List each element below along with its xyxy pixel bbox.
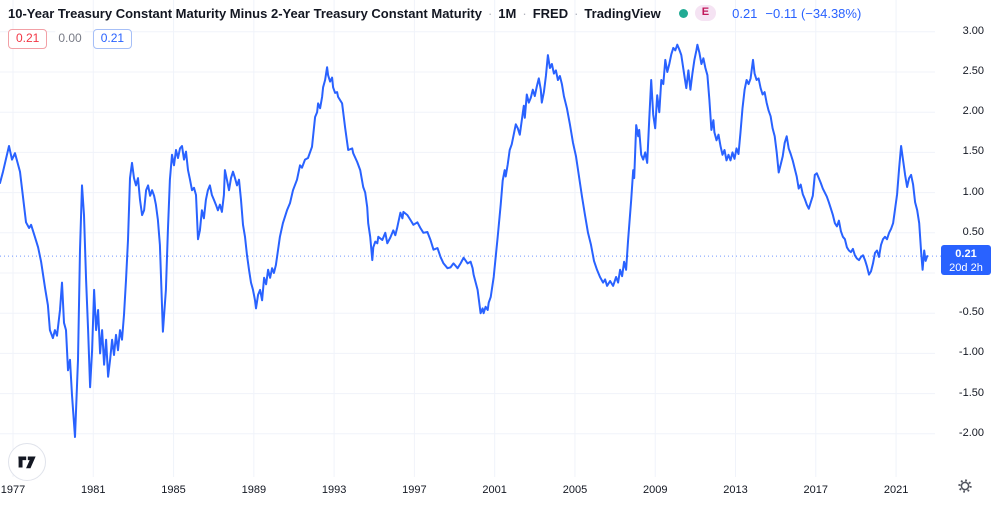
legend-value-badge-blue: 0.21 <box>92 29 133 49</box>
current-price-value: 0.21 <box>955 248 977 261</box>
price-axis-label: 1.00 <box>962 185 984 198</box>
tradingview-logo-icon <box>18 456 36 469</box>
current-price-label: 0.21 20d 2h <box>941 245 991 276</box>
market-status-dot-icon <box>678 8 688 18</box>
symbol-description: 10-Year Treasury Constant Maturity Minus… <box>8 5 482 21</box>
legend-value-badge-red: 0.21 <box>8 29 48 49</box>
data-source-label: FRED <box>532 5 569 21</box>
price-axis-label: 0.50 <box>962 225 984 238</box>
price-axis-label: -0.50 <box>958 306 984 319</box>
time-axis-label: 1993 <box>321 484 347 496</box>
price-axis-label: 2.00 <box>962 105 984 118</box>
symbol-title[interactable]: 10-Year Treasury Constant Maturity Minus… <box>8 5 861 21</box>
legend-values-row: 0.21 0.00 0.21 <box>8 29 861 49</box>
bar-countdown: 20d 2h <box>949 262 983 275</box>
quote-values: 0.21 −0.11 (−34.38%) <box>732 6 861 21</box>
title-separator: · <box>487 5 493 21</box>
time-axis-label: 2009 <box>642 484 668 496</box>
time-axis-label: 2005 <box>562 484 588 496</box>
price-axis-label: 3.00 <box>962 24 984 37</box>
settings-gear-icon[interactable] <box>957 478 973 494</box>
time-axis-label: 1985 <box>161 484 186 496</box>
time-axis-label: 2017 <box>803 484 829 496</box>
time-axis[interactable]: 1977 1981 1985 1989 1993 1997 2001 2005 2009 2013… <box>0 477 997 509</box>
time-axis-label: 1977 <box>0 484 26 496</box>
price-axis-label: 2.50 <box>962 65 984 77</box>
brand-label: TradingView <box>584 5 661 21</box>
delayed-data-badge[interactable]: E <box>694 5 717 21</box>
time-axis-label: 2021 <box>883 484 909 496</box>
price-axis-label: -1.50 <box>958 386 984 399</box>
title-separator: · <box>522 5 527 21</box>
legend-value-plain: 0.00 <box>55 29 85 49</box>
price-axis-label: -1.00 <box>958 346 984 359</box>
time-axis-label: 2001 <box>482 484 507 496</box>
title-separator: · <box>574 5 579 21</box>
time-axis-label: 1997 <box>402 484 427 496</box>
last-price: 0.21 <box>732 5 758 21</box>
price-axis-label: -2.00 <box>958 426 984 439</box>
time-axis-label: 1981 <box>81 484 106 496</box>
interval-label: 1M <box>498 5 517 21</box>
chart-legend: 10-Year Treasury Constant Maturity Minus… <box>8 5 861 49</box>
series-line <box>0 43 929 438</box>
price-change: −0.11 (−34.38%) <box>765 5 862 21</box>
price-axis[interactable]: 3.002.502.001.501.000.500.00-0.50-1.00-1… <box>935 0 997 477</box>
time-axis-label: 2013 <box>723 484 748 496</box>
market-status: E <box>678 5 717 21</box>
time-axis-label: 1989 <box>241 484 267 496</box>
tradingview-logo[interactable] <box>8 443 46 481</box>
price-axis-label: 1.50 <box>962 145 984 158</box>
